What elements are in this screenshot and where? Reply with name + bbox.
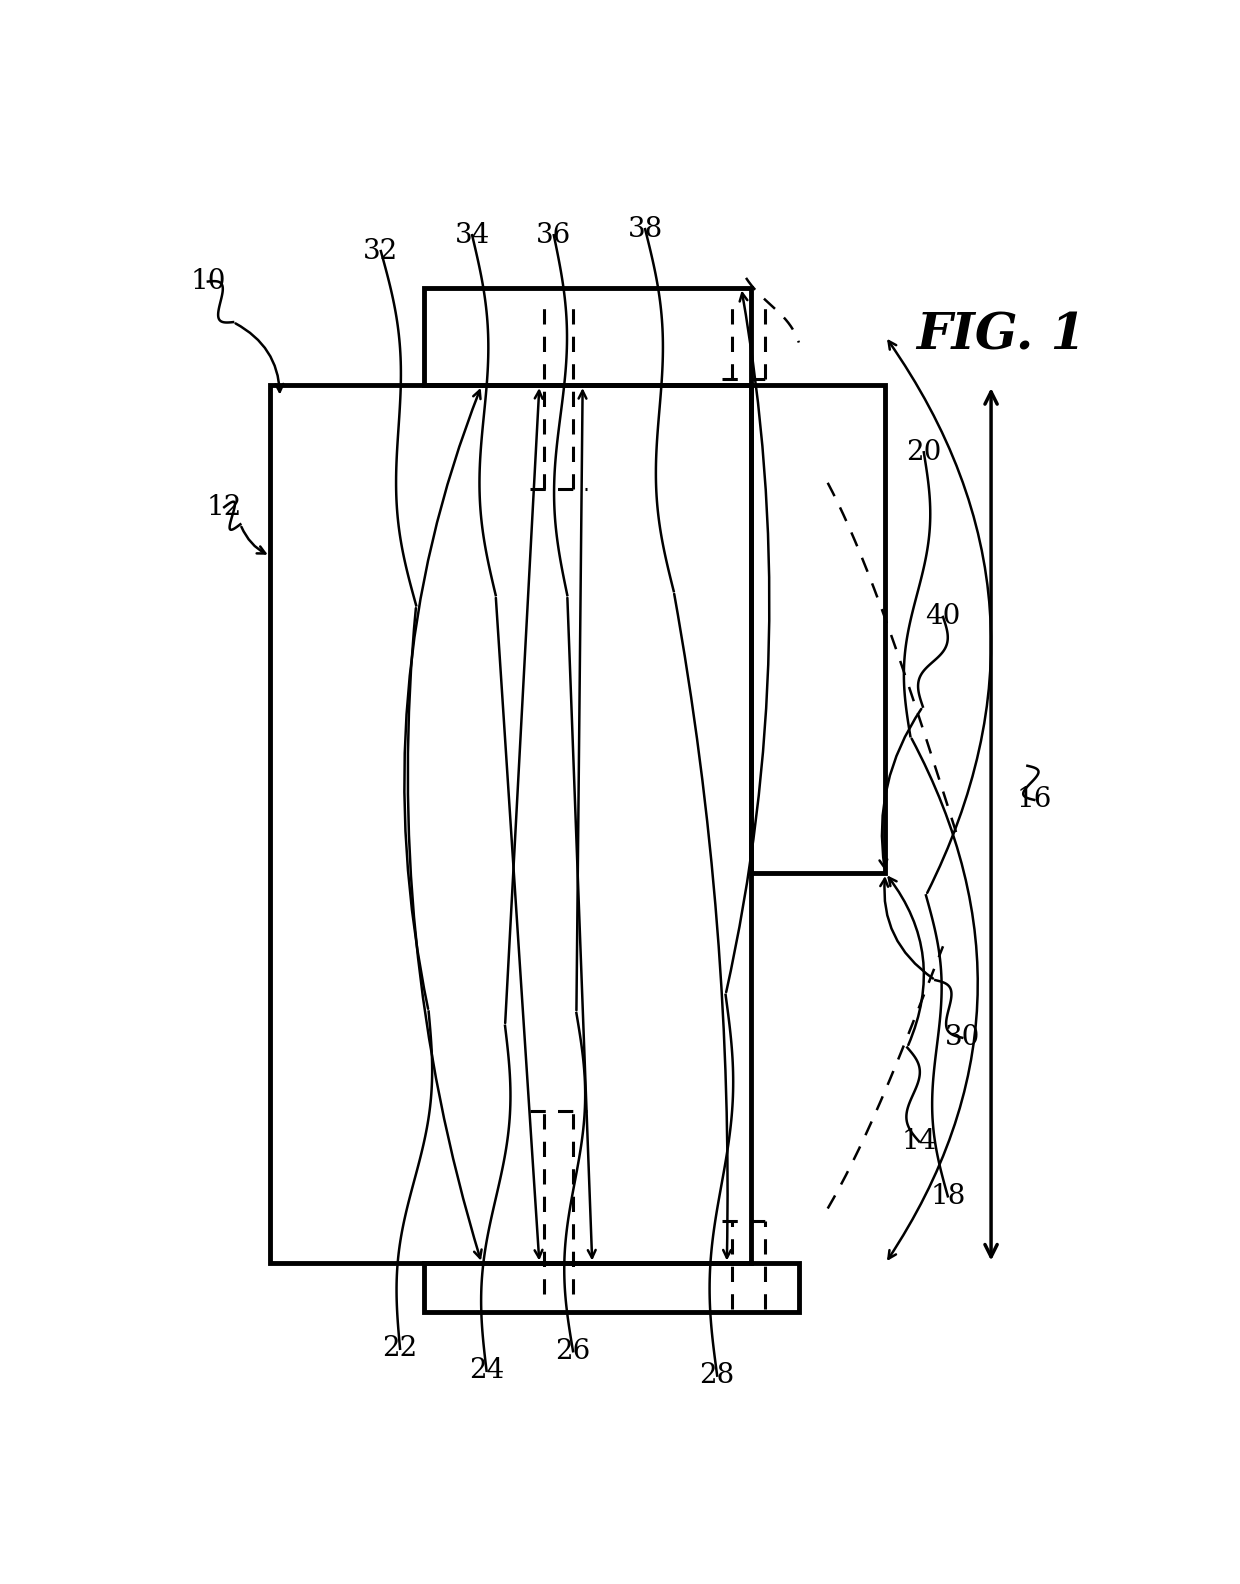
Text: 10: 10 <box>190 268 226 295</box>
Text: 28: 28 <box>699 1362 735 1389</box>
Text: 32: 32 <box>363 238 398 265</box>
Text: 24: 24 <box>469 1357 505 1384</box>
Text: 26: 26 <box>556 1338 590 1365</box>
Text: 20: 20 <box>906 439 941 466</box>
Text: 14: 14 <box>901 1128 936 1155</box>
Text: 16: 16 <box>1017 786 1052 814</box>
Text: 12: 12 <box>207 494 242 521</box>
Text: 40: 40 <box>925 604 961 630</box>
Text: 18: 18 <box>930 1183 966 1210</box>
Text: 34: 34 <box>455 222 490 249</box>
Text: 22: 22 <box>382 1335 418 1362</box>
Text: 30: 30 <box>945 1025 980 1052</box>
Text: 38: 38 <box>627 215 662 242</box>
Text: 36: 36 <box>536 222 572 249</box>
Text: FIG. 1: FIG. 1 <box>916 312 1085 361</box>
